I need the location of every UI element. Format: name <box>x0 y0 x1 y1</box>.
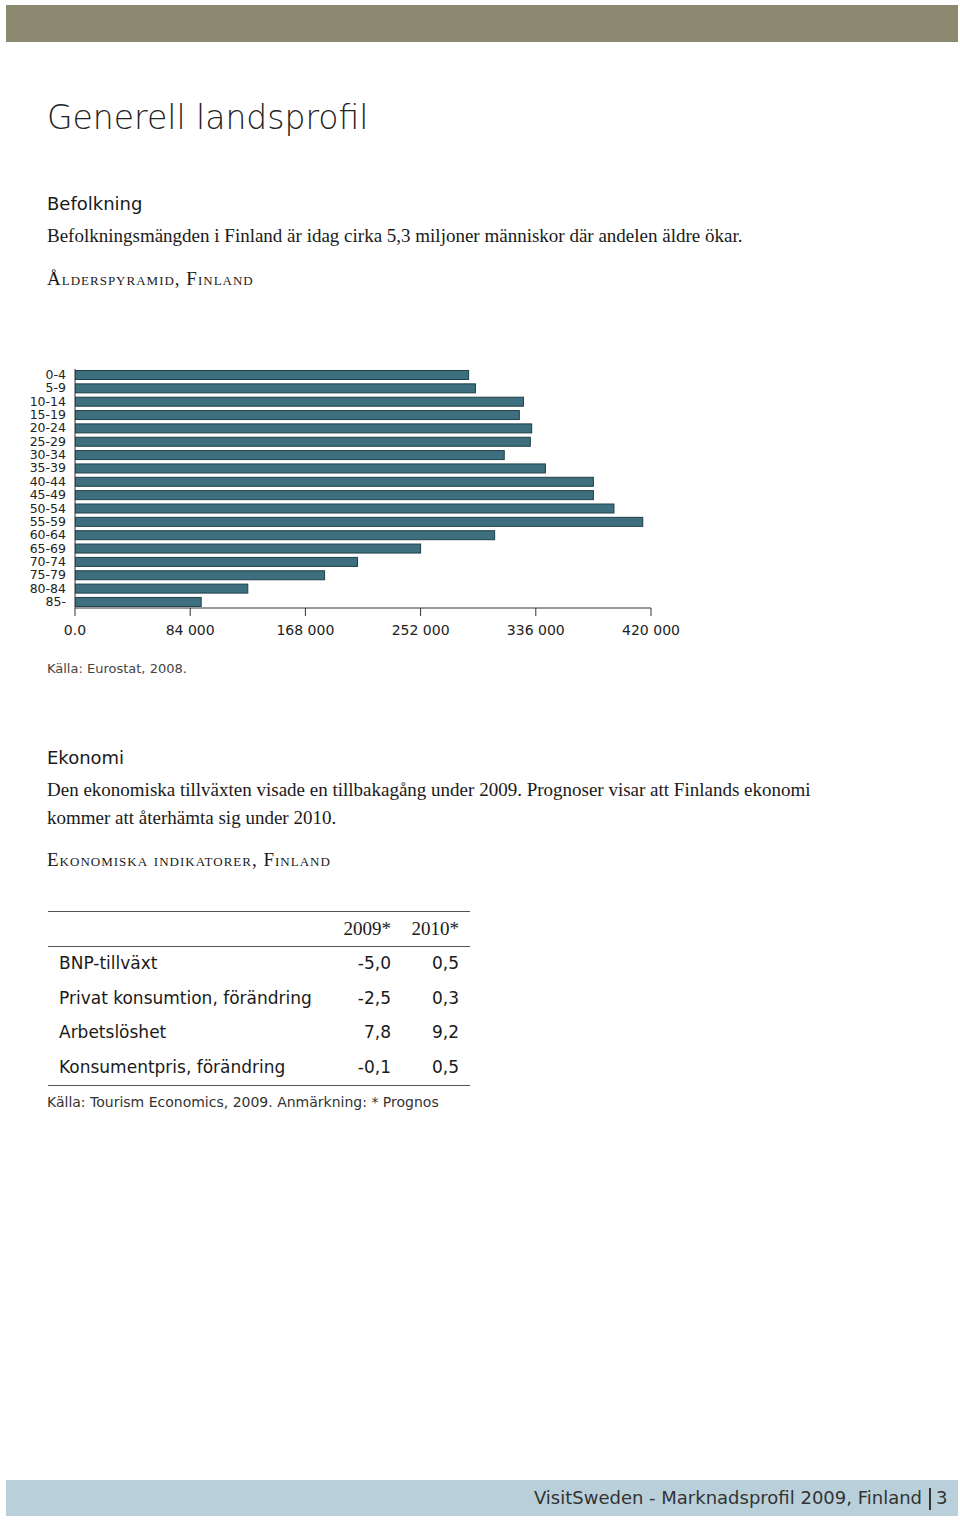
x-tick-label: 0.0 <box>64 622 86 638</box>
x-tick-label: 420 000 <box>622 622 680 638</box>
body-text: kommer att återhämta sig under 2010. <box>47 807 336 829</box>
x-tick <box>75 608 76 616</box>
section-heading: Ekonomi <box>47 747 124 768</box>
bar <box>75 411 519 420</box>
body-text: Den ekonomiska tillväxten visade en till… <box>47 779 811 801</box>
table-title: Ekonomiska indikatorer, Finland <box>47 849 331 871</box>
table-cell: Arbetslöshet <box>59 1022 166 1042</box>
x-tick-label: 168 000 <box>276 622 334 638</box>
x-tick <box>305 608 306 616</box>
bar <box>75 397 523 406</box>
y-axis-line <box>75 369 76 608</box>
bar <box>75 371 469 380</box>
bar <box>75 517 643 526</box>
table-cell: Konsumentpris, förändring <box>59 1057 285 1077</box>
footer-text: VisitSweden - Marknadsprofil 2009, Finla… <box>422 1487 922 1508</box>
table-header: 2010* <box>379 918 459 940</box>
x-tick-label: 336 000 <box>507 622 565 638</box>
top-band <box>6 5 958 42</box>
page: Generell landsprofil Befolkning Befolkning… <box>0 0 960 1520</box>
bar <box>75 464 545 473</box>
table-cell: 0,5 <box>379 1057 459 1077</box>
body-text: Befolkningsmängden i Finland är idag cir… <box>47 225 742 247</box>
bar <box>75 437 530 446</box>
table-cell: -0,1 <box>311 1057 391 1077</box>
bar <box>75 557 358 566</box>
x-tick <box>420 608 421 616</box>
page-title: Generell landsprofil <box>47 98 368 137</box>
table-cell: 0,3 <box>379 988 459 1008</box>
x-axis-line <box>75 608 651 609</box>
table-cell: -2,5 <box>311 988 391 1008</box>
x-tick-label: 84 000 <box>166 622 215 638</box>
table-cell: Privat konsumtion, förändring <box>59 988 312 1008</box>
bar <box>75 531 495 540</box>
bar <box>75 451 504 460</box>
bar <box>75 504 614 513</box>
footer-separator <box>929 1488 931 1510</box>
page-number: 3 <box>936 1487 947 1508</box>
bar-chart: 0-45-910-1415-1920-2425-2930-3435-3940-4… <box>0 350 960 670</box>
section-heading: Befolkning <box>47 193 142 214</box>
chart-title: Ålderspyramid, Finland <box>47 268 254 290</box>
source-note: Källa: Tourism Economics, 2009. Anmärkni… <box>47 1094 439 1110</box>
bars <box>75 371 643 607</box>
source-note: Källa: Eurostat, 2008. <box>47 661 187 676</box>
x-tick <box>535 608 536 616</box>
table-header: 2009* <box>311 918 391 940</box>
table-cell: BNP-tillväxt <box>59 953 157 973</box>
bar <box>75 571 325 580</box>
table-cell: 7,8 <box>311 1022 391 1042</box>
table-rule <box>48 946 470 947</box>
bar <box>75 491 593 500</box>
table-cell: -5,0 <box>311 953 391 973</box>
x-tick-label: 252 000 <box>392 622 450 638</box>
table-cell: 0,5 <box>379 953 459 973</box>
bar <box>75 424 532 433</box>
table-rule <box>48 1085 470 1086</box>
bar <box>75 544 421 553</box>
table-rule <box>48 911 470 912</box>
bar <box>75 477 593 486</box>
table-cell: 9,2 <box>379 1022 459 1042</box>
category-label: 85- <box>46 594 66 609</box>
bar <box>75 597 201 606</box>
x-tick <box>651 608 652 616</box>
bar <box>75 584 248 593</box>
bar <box>75 384 475 393</box>
x-tick <box>190 608 191 616</box>
